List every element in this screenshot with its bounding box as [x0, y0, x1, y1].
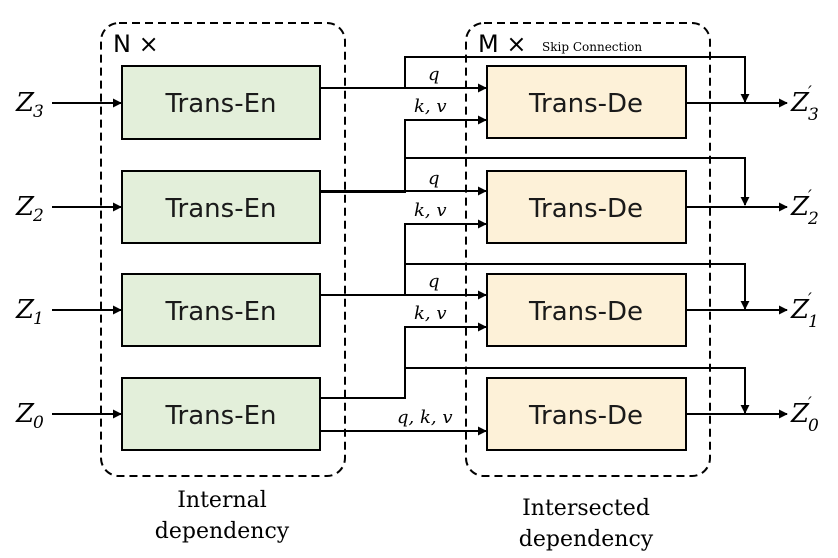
- input-label-z3: Z 3: [15, 88, 44, 122]
- decoder-group: [465, 22, 711, 477]
- encoder-repeat-label: N ×: [113, 30, 159, 58]
- skip-connection-label: Skip Connection: [542, 40, 642, 54]
- input-label-z1: Z 1: [15, 295, 44, 329]
- query-label-1: q: [428, 271, 440, 292]
- svg-text:2: 2: [32, 206, 44, 226]
- encoder-block-1: Trans-En: [121, 273, 321, 347]
- svg-text:0: 0: [808, 416, 819, 436]
- decoder-block-label: Trans-De: [528, 194, 643, 224]
- input-label-z2: Z 2: [15, 192, 44, 226]
- decoder-block-0: Trans-De: [486, 377, 687, 451]
- svg-text:Z: Z: [790, 192, 810, 222]
- svg-text:′: ′: [808, 83, 812, 103]
- kv-label-2: k, v: [414, 200, 447, 221]
- decoder-block-label: Trans-De: [528, 89, 643, 119]
- svg-text:Z: Z: [15, 399, 35, 429]
- query-label-2: q: [428, 168, 440, 189]
- encoder-block-2: Trans-En: [121, 170, 321, 244]
- encoder-block-0: Trans-En: [121, 377, 321, 451]
- decoder-caption-line2: dependency: [519, 527, 654, 552]
- output-label-z2-prime: Z ′ 2: [790, 187, 819, 229]
- svg-text:Z: Z: [15, 295, 35, 325]
- svg-text:Z: Z: [15, 88, 35, 118]
- svg-text:′: ′: [808, 290, 812, 310]
- svg-text:2: 2: [807, 209, 819, 229]
- svg-text:Z: Z: [790, 399, 810, 429]
- qkv-label-0: q, k, v: [397, 407, 453, 428]
- svg-text:3: 3: [33, 102, 44, 122]
- kv-label-1: k, v: [414, 303, 447, 324]
- query-label-3: q: [428, 64, 440, 85]
- input-arrows: [52, 98, 122, 419]
- input-label-z0: Z 0: [15, 399, 44, 433]
- svg-text:1: 1: [808, 312, 819, 332]
- svg-text:0: 0: [33, 413, 44, 433]
- encoder-block-label: Trans-En: [165, 297, 277, 327]
- svg-text:Z: Z: [15, 192, 35, 222]
- skip-connectors: [404, 56, 750, 414]
- decoder-block-label: Trans-De: [528, 297, 643, 327]
- svg-text:1: 1: [33, 309, 44, 329]
- encoder-caption-line2: dependency: [155, 519, 290, 544]
- encoder-caption-line1: Internal: [177, 488, 267, 513]
- encoder-block-3: Trans-En: [121, 65, 321, 140]
- svg-text:′: ′: [808, 394, 812, 414]
- decoder-block-1: Trans-De: [486, 273, 687, 347]
- output-label-z3-prime: Z ′ 3: [790, 83, 819, 125]
- encoder-block-label: Trans-En: [165, 401, 277, 431]
- encoder-group: [100, 22, 346, 477]
- svg-text:Z: Z: [790, 295, 810, 325]
- output-label-z0-prime: Z ′ 0: [790, 394, 819, 436]
- decoder-block-3: Trans-De: [486, 65, 687, 139]
- encoder-block-label: Trans-En: [165, 89, 277, 119]
- decoder-repeat-label: M ×: [478, 30, 526, 58]
- output-label-z1-prime: Z ′ 1: [790, 290, 819, 332]
- decoder-caption-line1: Intersected: [522, 496, 650, 521]
- decoder-block-label: Trans-De: [528, 401, 643, 431]
- svg-text:Z: Z: [790, 88, 810, 118]
- output-arrows: [686, 98, 788, 419]
- svg-text:3: 3: [808, 105, 819, 125]
- encoder-block-label: Trans-En: [165, 194, 277, 224]
- kv-label-3: k, v: [414, 96, 447, 117]
- decoder-block-2: Trans-De: [486, 170, 687, 244]
- key-value-connectors: [320, 115, 487, 399]
- svg-text:′: ′: [808, 187, 812, 207]
